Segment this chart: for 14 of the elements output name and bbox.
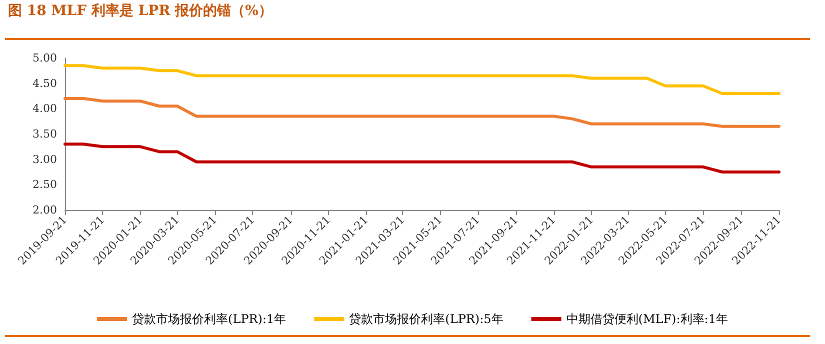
y-tick-label: 5.00 (32, 52, 57, 64)
chart-title: 图 18 MLF 利率是 LPR 报价的锚（%） (8, 2, 272, 20)
legend-label: 中期借贷便利(MLF):利率:1年 (566, 312, 728, 326)
line-series (64, 142, 780, 174)
line-series (64, 97, 780, 128)
y-tick-label: 2.00 (32, 204, 57, 216)
y-tick-label: 2.50 (32, 178, 57, 192)
legend-label: 贷款市场报价利率(LPR):5年 (349, 312, 504, 326)
legend-label: 贷款市场报价利率(LPR):1年 (132, 312, 286, 326)
y-tick-label: 4.50 (32, 76, 57, 90)
line-series (64, 64, 780, 95)
y-tick-label: 4.00 (32, 102, 57, 116)
y-tick-label: 3.00 (32, 152, 57, 166)
y-tick-label: 3.50 (32, 128, 57, 140)
